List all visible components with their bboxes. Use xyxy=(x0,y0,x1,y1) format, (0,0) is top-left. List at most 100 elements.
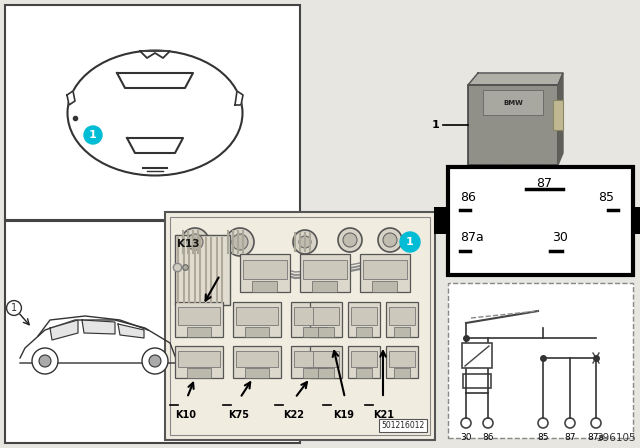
Polygon shape xyxy=(127,138,183,153)
Circle shape xyxy=(591,418,601,428)
Bar xyxy=(394,368,410,378)
Text: 30: 30 xyxy=(460,433,472,442)
Bar xyxy=(633,207,640,234)
Circle shape xyxy=(378,228,402,252)
Bar xyxy=(501,165,511,183)
Bar xyxy=(303,368,327,378)
Text: 87: 87 xyxy=(536,177,552,190)
Bar xyxy=(294,307,336,325)
Text: 501216012: 501216012 xyxy=(381,421,425,430)
Bar xyxy=(187,327,211,337)
Bar xyxy=(372,280,397,292)
Bar xyxy=(313,307,339,325)
Bar xyxy=(363,260,407,279)
Bar xyxy=(236,307,278,325)
Text: 87a: 87a xyxy=(460,231,484,244)
Polygon shape xyxy=(117,73,193,88)
Bar xyxy=(351,351,377,367)
Bar xyxy=(356,368,372,378)
Polygon shape xyxy=(468,73,563,85)
Text: 396105: 396105 xyxy=(596,433,636,443)
Bar xyxy=(291,302,339,337)
Bar xyxy=(245,368,269,378)
Circle shape xyxy=(187,234,203,250)
Bar xyxy=(386,302,418,337)
Bar xyxy=(300,254,350,292)
Bar xyxy=(394,327,410,337)
Circle shape xyxy=(181,228,209,256)
Bar xyxy=(313,351,339,367)
Bar xyxy=(360,254,410,292)
Text: K10: K10 xyxy=(175,410,196,420)
Text: K19: K19 xyxy=(333,410,354,420)
Circle shape xyxy=(400,232,420,252)
Bar xyxy=(463,374,491,388)
Bar xyxy=(240,254,290,292)
Bar xyxy=(187,368,211,378)
Bar xyxy=(175,235,230,305)
Polygon shape xyxy=(558,73,563,165)
Bar xyxy=(170,217,430,435)
Bar xyxy=(448,167,633,275)
Bar xyxy=(5,5,300,220)
Circle shape xyxy=(142,348,168,374)
Bar xyxy=(462,343,492,368)
Polygon shape xyxy=(20,320,178,363)
Circle shape xyxy=(226,228,254,256)
Text: 1: 1 xyxy=(406,237,414,247)
Text: 87: 87 xyxy=(564,433,576,442)
Circle shape xyxy=(483,418,493,428)
Text: 1: 1 xyxy=(11,303,17,313)
Circle shape xyxy=(39,355,51,367)
Bar xyxy=(303,260,347,279)
Text: 86: 86 xyxy=(483,433,493,442)
Bar xyxy=(178,307,220,325)
Circle shape xyxy=(149,355,161,367)
Bar xyxy=(175,302,223,337)
Bar xyxy=(291,346,339,378)
Circle shape xyxy=(565,418,575,428)
Polygon shape xyxy=(50,320,78,340)
Bar xyxy=(481,165,491,183)
Bar xyxy=(245,327,269,337)
Text: K75: K75 xyxy=(228,410,249,420)
Text: 86: 86 xyxy=(460,191,476,204)
Bar xyxy=(233,302,281,337)
Bar xyxy=(351,307,377,325)
Bar xyxy=(165,212,435,440)
Circle shape xyxy=(84,126,102,144)
Text: K13: K13 xyxy=(177,239,200,249)
Bar xyxy=(434,207,448,234)
Circle shape xyxy=(293,230,317,254)
Bar xyxy=(389,351,415,367)
Polygon shape xyxy=(82,320,115,334)
Bar xyxy=(233,346,281,378)
Bar xyxy=(303,327,327,337)
Bar xyxy=(521,165,531,183)
Polygon shape xyxy=(67,91,75,105)
Polygon shape xyxy=(235,91,243,105)
Bar xyxy=(468,85,558,165)
Bar xyxy=(175,346,223,378)
Polygon shape xyxy=(140,51,170,58)
Text: 85: 85 xyxy=(537,433,548,442)
Circle shape xyxy=(299,236,311,248)
Bar xyxy=(318,368,334,378)
Text: 87a: 87a xyxy=(588,433,605,442)
Bar xyxy=(448,283,633,438)
Circle shape xyxy=(338,228,362,252)
Bar xyxy=(356,327,372,337)
Bar xyxy=(310,302,342,337)
Text: 1: 1 xyxy=(432,120,440,130)
Circle shape xyxy=(343,233,357,247)
Bar xyxy=(236,351,278,367)
Text: 30: 30 xyxy=(552,231,568,244)
Text: 1: 1 xyxy=(89,130,97,140)
Text: BMW: BMW xyxy=(503,100,523,106)
Bar xyxy=(252,280,277,292)
Circle shape xyxy=(461,418,471,428)
Bar xyxy=(178,351,220,367)
Bar xyxy=(348,302,380,337)
Circle shape xyxy=(538,418,548,428)
Text: K22: K22 xyxy=(283,410,304,420)
